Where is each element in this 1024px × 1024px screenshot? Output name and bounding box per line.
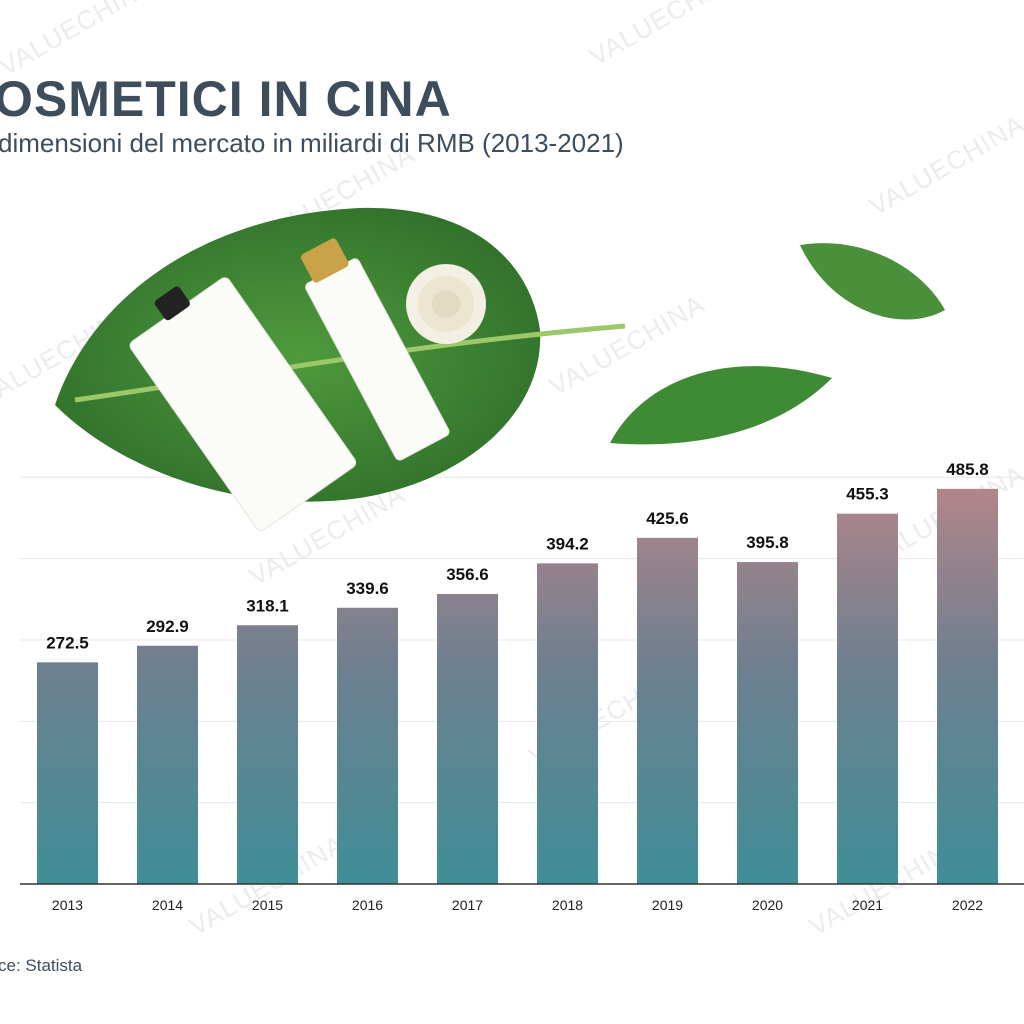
value-label-2014: 292.9 <box>146 617 189 636</box>
bar-2013 <box>37 662 98 884</box>
small-leaf-top <box>800 243 945 320</box>
bar-2017 <box>437 593 498 884</box>
chart-subtitle: dimensioni del mercato in miliardi di RM… <box>0 128 624 158</box>
bar-2014 <box>137 645 198 884</box>
value-label-2013: 272.5 <box>46 633 89 652</box>
value-label-2016: 339.6 <box>346 579 389 598</box>
x-tick-label-2021: 2021 <box>852 897 883 913</box>
value-label-2022: 485.8 <box>946 460 989 479</box>
x-tick-label-2013: 2013 <box>52 897 83 913</box>
cream-tube-small <box>301 238 450 461</box>
bars <box>37 488 998 884</box>
value-labels: 272.5 292.9 318.1 339.6 356.6 394.2 425.6 395.8… <box>46 460 989 652</box>
bar-2020 <box>737 562 798 884</box>
chart-title: OSMETICI IN CINA <box>0 71 452 127</box>
small-leaf-middle <box>610 366 832 445</box>
value-label-2021: 455.3 <box>846 485 889 504</box>
x-tick-label-2017: 2017 <box>452 897 483 913</box>
bar-2019 <box>637 537 698 884</box>
bar-2016 <box>337 607 398 884</box>
leaf-stem <box>74 323 626 403</box>
bar-2018 <box>537 563 598 884</box>
value-label-2017: 356.6 <box>446 565 489 584</box>
flower-icon <box>406 264 486 344</box>
leaf-illustration <box>55 207 945 531</box>
bar-2022 <box>937 488 998 884</box>
value-label-2019: 425.6 <box>646 509 689 528</box>
x-tick-label-2016: 2016 <box>352 897 383 913</box>
cream-tube-large <box>129 277 357 531</box>
x-tick-label-2015: 2015 <box>252 897 283 913</box>
x-tick-label-2018: 2018 <box>552 897 583 913</box>
value-label-2020: 395.8 <box>746 533 789 552</box>
x-axis-labels: 2013 2014 2015 2016 2017 2018 2019 2020 2021 2022 <box>52 897 983 913</box>
x-tick-label-2022: 2022 <box>952 897 983 913</box>
x-tick-label-2014: 2014 <box>152 897 183 913</box>
value-label-2015: 318.1 <box>246 596 289 615</box>
value-label-2018: 394.2 <box>546 534 589 553</box>
x-tick-label-2019: 2019 <box>652 897 683 913</box>
x-tick-label-2020: 2020 <box>752 897 783 913</box>
source-note: ce: Statista <box>0 956 83 975</box>
bar-2021 <box>837 513 898 884</box>
bar-2015 <box>237 625 298 884</box>
